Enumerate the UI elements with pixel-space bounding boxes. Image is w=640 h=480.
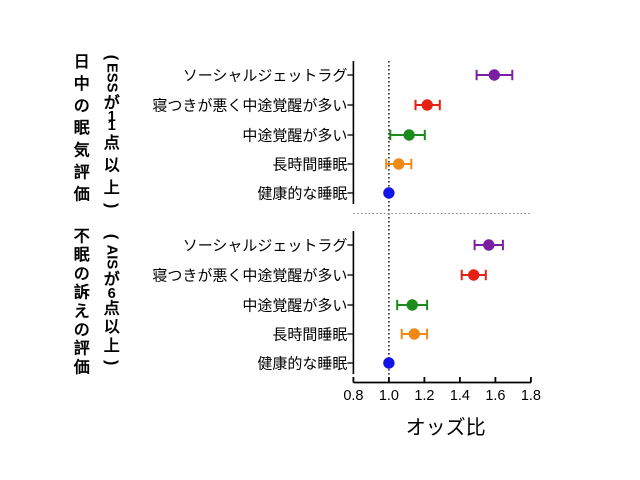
svg-text:(: ( (103, 234, 120, 240)
svg-text:日: 日 (74, 53, 90, 71)
svg-text:長時間睡眠: 長時間睡眠 (272, 157, 347, 174)
svg-text:健康的な睡眠: 健康的な睡眠 (257, 356, 347, 373)
svg-text:え: え (74, 302, 90, 320)
svg-text:寝つきが悪く中途覚醒が多い: 寝つきが悪く中途覚醒が多い (152, 267, 347, 285)
svg-text:AIS: AIS (104, 245, 120, 270)
svg-text:1.2: 1.2 (414, 388, 434, 404)
svg-text:評: 評 (74, 162, 90, 181)
svg-text:ソーシャルジェットラグ: ソーシャルジェットラグ (183, 68, 348, 85)
svg-text:ソーシャルジェットラグ: ソーシャルジェットラグ (183, 238, 348, 255)
svg-text:価: 価 (73, 185, 90, 204)
svg-text:中途覚醒が多い: 中途覚醒が多い (242, 128, 347, 145)
svg-text:健康的な睡眠: 健康的な睡眠 (257, 186, 347, 203)
svg-text:寝つきが悪く中途覚醒が多い: 寝つきが悪く中途覚醒が多い (152, 97, 347, 115)
svg-text:価: 価 (73, 357, 90, 376)
svg-text:1.0: 1.0 (379, 388, 399, 404)
svg-text:中途覚醒が多い: 中途覚醒が多い (242, 298, 347, 315)
svg-text:以: 以 (104, 157, 120, 175)
svg-text:眠: 眠 (74, 119, 90, 137)
svg-text:長時間睡眠: 長時間睡眠 (272, 327, 347, 344)
svg-text:点: 点 (104, 299, 120, 318)
svg-text:1.6: 1.6 (485, 388, 505, 404)
svg-text:上: 上 (104, 179, 120, 197)
svg-text:気: 気 (74, 140, 90, 159)
svg-text:(: ( (103, 55, 120, 61)
svg-text:1.8: 1.8 (521, 388, 541, 404)
svg-text:の: の (74, 266, 90, 283)
svg-text:): ) (103, 203, 120, 208)
svg-text:6: 6 (108, 286, 116, 302)
svg-text:評: 評 (74, 339, 90, 358)
svg-text:以: 以 (104, 318, 120, 336)
svg-text:の: の (74, 98, 90, 115)
svg-text:訴: 訴 (74, 283, 90, 302)
svg-text:オッズ比: オッズ比 (406, 416, 486, 439)
svg-text:眠: 眠 (74, 246, 90, 264)
svg-text:上: 上 (104, 337, 120, 355)
svg-text:0.8: 0.8 (343, 388, 363, 404)
svg-text:の: の (74, 322, 90, 339)
svg-text:): ) (103, 360, 120, 365)
svg-text:ESS: ESS (104, 63, 120, 93)
svg-text:1.4: 1.4 (450, 388, 470, 404)
svg-text:1: 1 (108, 118, 116, 134)
svg-text:中: 中 (74, 74, 90, 93)
svg-text:不: 不 (74, 229, 90, 246)
svg-text:点: 点 (104, 133, 120, 152)
